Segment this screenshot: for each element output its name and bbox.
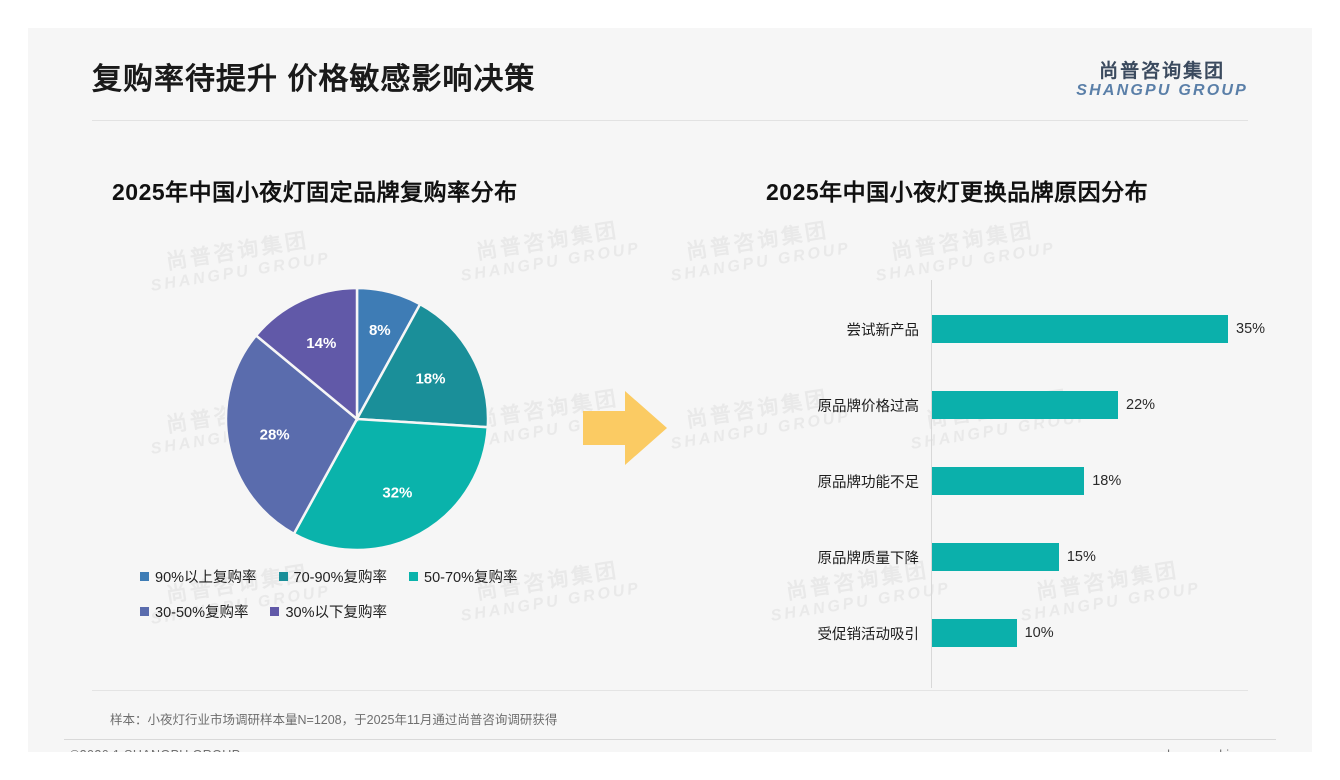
pie-svg: 8% 18% 32% 28% 14% xyxy=(224,286,490,552)
bar-fill[interactable] xyxy=(932,391,1119,419)
footer-copyright: ©2026.1 SHANGPU GROUP xyxy=(70,748,240,752)
legend-swatch xyxy=(140,607,149,616)
footnote-divider xyxy=(92,690,1248,691)
arrow-right-icon xyxy=(575,383,675,473)
bar-row: 尝试新产品 35% xyxy=(766,310,1276,348)
page-title: 复购率待提升 价格敏感影响决策 xyxy=(92,63,536,96)
bar-value-label: 15% xyxy=(1066,549,1096,565)
pie-slice-label: 32% xyxy=(382,484,412,501)
bar-category-label: 原品牌价格过高 xyxy=(817,398,920,415)
pie-slice xyxy=(354,302,490,429)
legend-item[interactable]: 70-90%复购率 xyxy=(278,566,388,587)
legend-swatch xyxy=(140,572,149,581)
legend-label: 30-50%复购率 xyxy=(155,605,249,621)
footer-website: www.shangpu-china.com xyxy=(1131,748,1270,752)
bar-value-label: 22% xyxy=(1126,397,1156,413)
footer-divider xyxy=(64,739,1276,740)
bar-value-label: 10% xyxy=(1024,625,1054,641)
logo-chinese-text: 尚普咨询集团 xyxy=(1099,61,1226,82)
pie-slice-label: 8% xyxy=(369,322,391,339)
bar-category-label: 受促销活动吸引 xyxy=(817,626,920,643)
repurchase-rate-pie-chart: 8% 18% 32% 28% 14% xyxy=(224,286,490,552)
bar-value-label: 18% xyxy=(1092,473,1122,489)
legend-row: 90%以上复购率 70-90%复购率 50-70%复购率 xyxy=(140,566,640,587)
pie-slice xyxy=(224,333,359,536)
legend-swatch xyxy=(409,572,419,581)
bar-row: 原品牌质量下降 15% xyxy=(766,538,1276,576)
pie-legend: 90%以上复购率 70-90%复购率 50-70%复购率 30-50%复购率 30%以… xyxy=(140,566,640,636)
slide-canvas: 尚普咨询集团 SHANGPU GROUP 尚普咨询集团 SHANGPU GROU… xyxy=(28,28,1312,752)
bar-value-label: 35% xyxy=(1236,321,1266,337)
legend-swatch xyxy=(270,607,280,616)
pie-slice xyxy=(254,286,359,422)
bar-chart-axis xyxy=(931,280,932,688)
bar-fill[interactable] xyxy=(932,543,1059,571)
slide-header: 复购率待提升 价格敏感影响决策 尚普咨询集团 SHANGPU GROUP xyxy=(28,28,1312,121)
legend-row: 30-50%复购率 30%以下复购率 xyxy=(140,601,640,622)
legend-swatch xyxy=(278,572,288,581)
right-chart-title: 2025年中国小夜灯更换品牌原因分布 xyxy=(766,179,1149,205)
switch-reason-bar-chart: 尝试新产品 35% 原品牌价格过高 22% 原品牌功能不足 18% 原品牌质量下降 15% 受促… xyxy=(766,268,1276,698)
pie-slice-label: 28% xyxy=(260,427,290,444)
pie-slice xyxy=(292,417,490,552)
watermark: 尚普咨询集团 SHANGPU GROUP xyxy=(149,228,333,295)
bar-category-label: 原品牌质量下降 xyxy=(817,550,920,567)
pie-slice-label: 18% xyxy=(415,371,445,388)
bar-category-label: 原品牌功能不足 xyxy=(817,474,920,491)
header-divider xyxy=(92,120,1248,121)
bar-fill[interactable] xyxy=(932,619,1017,647)
bar-category-label: 尝试新产品 xyxy=(846,322,920,339)
legend-item[interactable]: 30%以下复购率 xyxy=(270,601,387,622)
bar-row: 原品牌功能不足 18% xyxy=(766,462,1276,500)
legend-item[interactable]: 30-50%复购率 xyxy=(140,601,248,622)
bar-fill[interactable] xyxy=(932,467,1085,495)
pie-slice-label: 14% xyxy=(306,335,336,352)
legend-label: 70-90%复购率 xyxy=(293,570,388,586)
arrow-right-glyph xyxy=(583,391,667,465)
left-chart-title: 2025年中国小夜灯固定品牌复购率分布 xyxy=(112,179,518,205)
bar-fill[interactable] xyxy=(932,315,1228,343)
legend-label: 50-70%复购率 xyxy=(424,570,518,586)
watermark: 尚普咨询集团 SHANGPU GROUP xyxy=(459,218,643,285)
logo-english-text: SHANGPU GROUP xyxy=(1076,82,1248,100)
legend-item[interactable]: 90%以上复购率 xyxy=(140,566,257,587)
footnote-text: 样本：小夜灯行业市场调研样本量N=1208，于2025年11月通过尚普咨询调研获… xyxy=(110,713,558,727)
brand-logo: 尚普咨询集团 SHANGPU GROUP xyxy=(1076,61,1248,100)
legend-label: 90%以上复购率 xyxy=(155,570,257,586)
legend-item[interactable]: 50-70%复购率 xyxy=(409,566,518,587)
bar-row: 受促销活动吸引 10% xyxy=(766,614,1276,652)
legend-label: 30%以下复购率 xyxy=(285,605,388,621)
bar-row: 原品牌价格过高 22% xyxy=(766,386,1276,424)
